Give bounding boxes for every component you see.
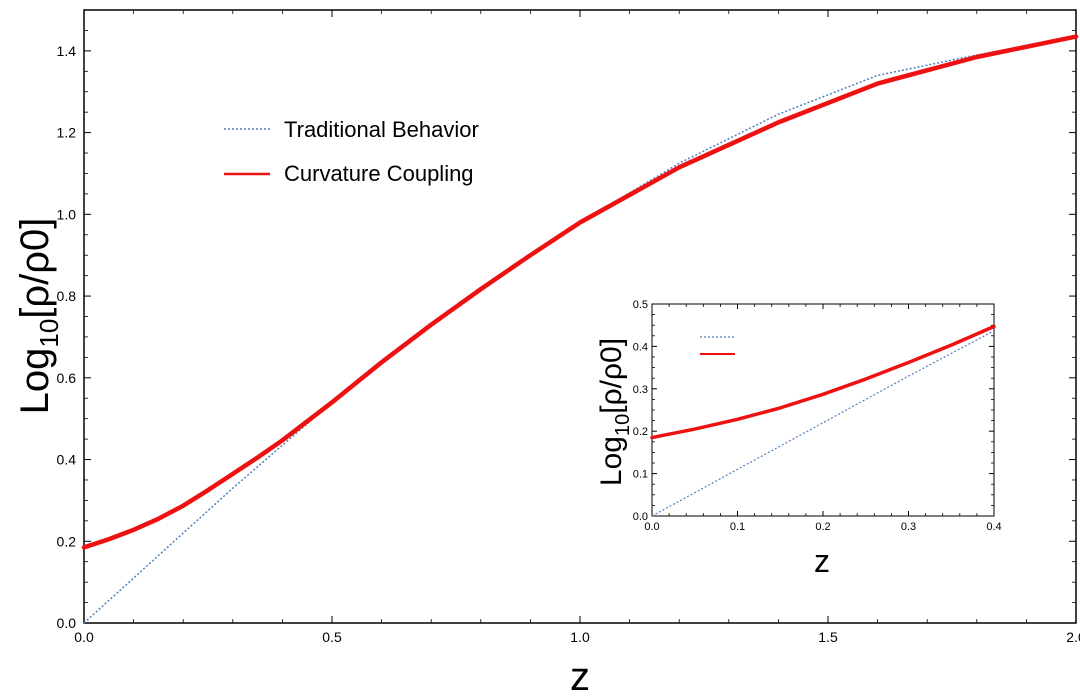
inset-y-axis-title: Log10[ρ/ρ0] [595, 338, 634, 486]
inset-y-tick-label: 0.2 [633, 426, 648, 438]
inset-series-curvature-coupling-line [650, 324, 996, 440]
inset-tick-labels: 0.0 0.1 0.2 0.3 0.4 0.0 0.1 0.2 0.3 0.4 0.5 [633, 299, 1002, 533]
main-x-axis-title: z [570, 655, 590, 696]
inset-legend [700, 336, 735, 355]
inset-y-axis-title-base: Log [595, 436, 628, 486]
inset-y-tick-label: 0.5 [633, 299, 648, 311]
main-series-group [81, 34, 1079, 624]
inset-series-traditional-behavior-line [651, 330, 995, 517]
main-y-axis-title-base: Log [13, 348, 57, 415]
main-y-tick-label: 0.8 [57, 288, 77, 304]
main-y-tick-label: 1.2 [57, 125, 77, 141]
main-x-tick-label: 1.0 [570, 629, 590, 645]
legend-label-curvature: Curvature Coupling [284, 161, 474, 186]
main-y-tick-label: 1.4 [57, 43, 77, 59]
main-axis-ticks [83, 9, 1077, 624]
main-x-tick-label: 0.5 [322, 629, 342, 645]
main-y-tick-label: 0.6 [57, 370, 77, 386]
inset-series-group [650, 324, 996, 517]
main-y-axis-title: Log10[ρ/ρ0] [13, 218, 64, 415]
main-x-tick-label: 1.5 [818, 629, 838, 645]
inset-y-tick-label: 0.3 [633, 384, 648, 396]
main-y-axis-title-sub: 10 [34, 319, 64, 348]
legend-label-traditional: Traditional Behavior [284, 117, 479, 142]
main-y-tick-label: 0.2 [57, 533, 77, 549]
inset-x-tick-label: 0.2 [815, 521, 830, 533]
main-x-tick-label: 2.0 [1066, 629, 1080, 645]
inset-x-tick-label: 0.1 [730, 521, 745, 533]
main-y-tick-label: 0.0 [57, 615, 77, 631]
main-x-tick-label: 0.0 [74, 629, 94, 645]
main-tick-labels: 0.0 0.5 1.0 1.5 2.0 0.0 0.2 0.4 0.6 0.8 1.0 1.2 1.4 [57, 43, 1080, 645]
main-series-curvature-coupling-line [81, 34, 1079, 550]
inset-y-axis-title-arg: [ρ/ρ0] [595, 338, 628, 414]
inset-y-tick-label: 0.4 [633, 341, 648, 353]
inset-background [648, 302, 994, 519]
main-y-axis-title-arg: [ρ/ρ0] [13, 218, 57, 319]
inset-y-tick-label: 0.1 [633, 469, 648, 481]
main-y-tick-label: 0.4 [57, 452, 77, 468]
inset-x-axis-title: z [814, 543, 830, 579]
inset-y-axis-title-sub: 10 [612, 414, 634, 436]
inset-y-tick-label: 0.0 [633, 511, 648, 523]
inset-axis-ticks [651, 303, 995, 517]
inset-x-tick-label: 0.4 [986, 521, 1001, 533]
main-y-tick-label: 1.0 [57, 206, 77, 222]
inset-x-tick-label: 0.0 [644, 521, 659, 533]
legend: Traditional Behavior Curvature Coupling [224, 117, 479, 186]
inset-x-tick-label: 0.3 [901, 521, 916, 533]
